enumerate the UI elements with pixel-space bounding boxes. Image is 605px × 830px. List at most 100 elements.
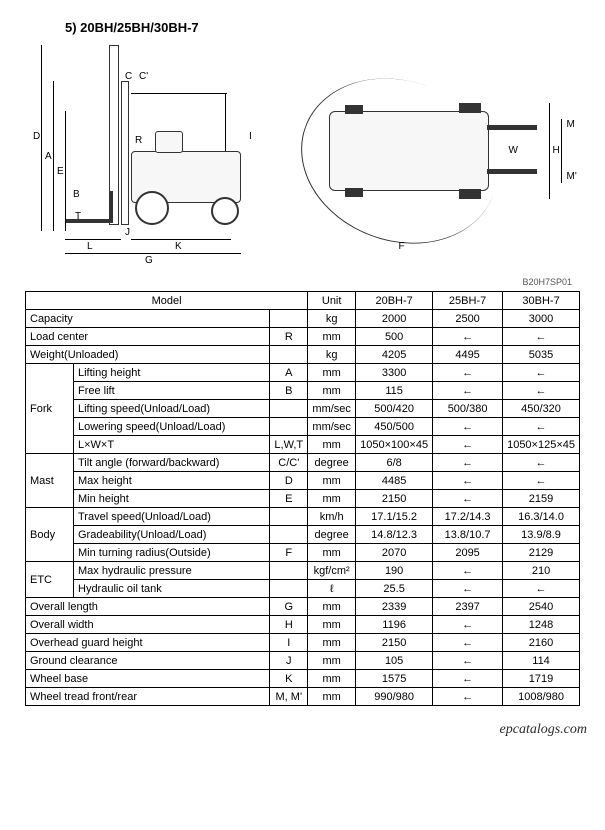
row-unit: mm — [308, 544, 356, 562]
row-value: ← — [433, 382, 503, 400]
row-label: Lifting height — [74, 364, 270, 382]
row-unit: mm — [308, 688, 356, 706]
table-row: Lowering speed(Unload/Load)mm/sec450/500… — [26, 418, 580, 436]
table-row: Min turning radius(Outside)Fmm2070209521… — [26, 544, 580, 562]
row-group: Body — [26, 508, 74, 562]
row-label: Min turning radius(Outside) — [74, 544, 270, 562]
row-value: 2540 — [503, 598, 580, 616]
row-value: 16.3/14.0 — [503, 508, 580, 526]
row-value: ← — [433, 688, 503, 706]
row-value: ← — [503, 580, 580, 598]
table-row: Overall lengthGmm233923972540 — [26, 598, 580, 616]
row-value: 2159 — [503, 490, 580, 508]
row-group: Overall length — [26, 598, 270, 616]
dim-label-f: F — [399, 241, 405, 252]
row-group: Wheel tread front/rear — [26, 688, 270, 706]
row-value: ← — [433, 364, 503, 382]
row-value: 2397 — [433, 598, 503, 616]
row-value: 105 — [356, 652, 433, 670]
row-unit: mm — [308, 616, 356, 634]
table-row: Max heightDmm4485←← — [26, 472, 580, 490]
row-unit: mm — [308, 670, 356, 688]
row-label: Max hydraulic pressure — [74, 562, 270, 580]
row-value: 3000 — [503, 310, 580, 328]
row-symbol — [270, 562, 308, 580]
row-symbol: I — [270, 634, 308, 652]
row-value: 2500 — [433, 310, 503, 328]
row-label: Gradeability(Unload/Load) — [74, 526, 270, 544]
dim-label-k: K — [175, 241, 182, 252]
page: 5) 20BH/25BH/30BH-7 D A E — [0, 0, 605, 716]
dim-label-mp: M' — [567, 171, 577, 182]
dim-label-t: T — [75, 211, 81, 222]
row-value: 500/380 — [433, 400, 503, 418]
row-value: ← — [433, 562, 503, 580]
row-value: ← — [503, 418, 580, 436]
row-symbol: C/C' — [270, 454, 308, 472]
dim-label-cp: C' — [139, 71, 148, 82]
table-row: Free liftBmm115←← — [26, 382, 580, 400]
row-value: ← — [503, 472, 580, 490]
dim-label-d: D — [33, 131, 40, 142]
col-m2: 25BH-7 — [433, 292, 503, 310]
row-value: 3300 — [356, 364, 433, 382]
row-symbol — [270, 310, 308, 328]
row-value: 210 — [503, 562, 580, 580]
table-row: Wheel tread front/rearM, M'mm990/980←100… — [26, 688, 580, 706]
row-unit: mm — [308, 472, 356, 490]
row-value: 450/500 — [356, 418, 433, 436]
row-symbol: R — [270, 328, 308, 346]
row-value: ← — [433, 454, 503, 472]
row-unit: mm — [308, 490, 356, 508]
diagram-reference: B20H7SP01 — [25, 277, 572, 287]
row-label: Lifting speed(Unload/Load) — [74, 400, 270, 418]
row-value: ← — [433, 652, 503, 670]
row-symbol — [270, 400, 308, 418]
table-row: Hydraulic oil tankℓ25.5←← — [26, 580, 580, 598]
row-value: 25.5 — [356, 580, 433, 598]
table-row: L×W×TL,W,Tmm1050×100×45←1050×125×45 — [26, 436, 580, 454]
row-symbol: K — [270, 670, 308, 688]
row-unit: degree — [308, 526, 356, 544]
row-value: 5035 — [503, 346, 580, 364]
dim-label-h: H — [553, 145, 560, 156]
row-unit: mm — [308, 328, 356, 346]
row-value: 2070 — [356, 544, 433, 562]
row-value: 4485 — [356, 472, 433, 490]
row-group: Ground clearance — [26, 652, 270, 670]
row-value: 115 — [356, 382, 433, 400]
row-symbol: G — [270, 598, 308, 616]
table-row: ForkLifting heightAmm3300←← — [26, 364, 580, 382]
row-value: 13.8/10.7 — [433, 526, 503, 544]
table-header-row: Model Unit 20BH-7 25BH-7 30BH-7 — [26, 292, 580, 310]
table-row: Load centerRmm500←← — [26, 328, 580, 346]
row-unit: mm — [308, 364, 356, 382]
dim-label-w: W — [509, 145, 518, 156]
row-label: Travel speed(Unload/Load) — [74, 508, 270, 526]
row-value: 2000 — [356, 310, 433, 328]
row-value: 17.1/15.2 — [356, 508, 433, 526]
spec-table: Model Unit 20BH-7 25BH-7 30BH-7 Capacity… — [25, 291, 580, 706]
row-value: ← — [433, 418, 503, 436]
row-group: Overhead guard height — [26, 634, 270, 652]
dim-label-g: G — [145, 255, 153, 266]
table-row: Overhead guard heightImm2150←2160 — [26, 634, 580, 652]
watermark: epcatalogs.com — [0, 716, 605, 746]
row-symbol: L,W,T — [270, 436, 308, 454]
row-unit: mm/sec — [308, 418, 356, 436]
table-row: Wheel baseKmm1575←1719 — [26, 670, 580, 688]
row-symbol: M, M' — [270, 688, 308, 706]
row-label: Min height — [74, 490, 270, 508]
row-symbol — [270, 580, 308, 598]
table-row: Capacitykg200025003000 — [26, 310, 580, 328]
table-row: MastTilt angle (forward/backward)C/C'deg… — [26, 454, 580, 472]
col-unit: Unit — [308, 292, 356, 310]
dim-label-j: J — [125, 227, 130, 238]
row-unit: km/h — [308, 508, 356, 526]
row-value: 500 — [356, 328, 433, 346]
dim-label-c: C — [125, 71, 132, 82]
row-value: ← — [433, 670, 503, 688]
table-row: Overall widthHmm1196←1248 — [26, 616, 580, 634]
row-group: Weight(Unloaded) — [26, 346, 270, 364]
table-row: BodyTravel speed(Unload/Load)km/h17.1/15… — [26, 508, 580, 526]
